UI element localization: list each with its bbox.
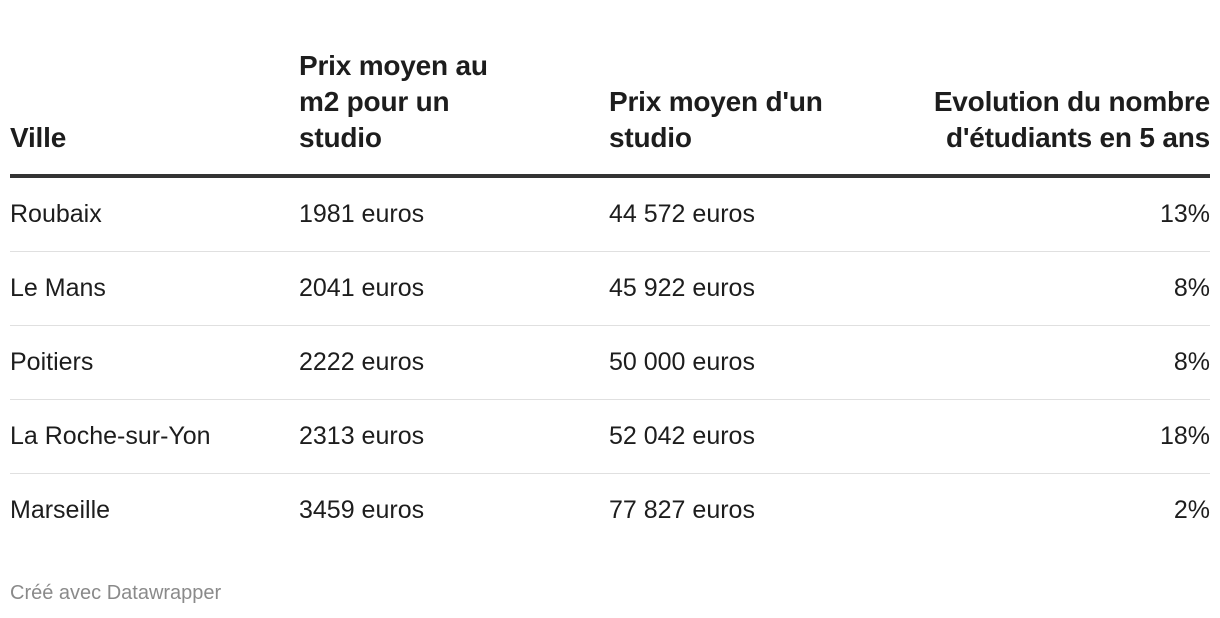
column-header-prix-studio: Prix moyen d'un studio <box>609 48 909 178</box>
table-row: Marseille 3459 euros 77 827 euros 2% <box>10 474 1210 548</box>
table-row: Roubaix 1981 euros 44 572 euros 13% <box>10 176 1210 252</box>
cell-prix-m2: 1981 euros <box>299 176 609 252</box>
column-header-prix-m2: Prix moyen au m2 pour un studio <box>299 48 609 178</box>
table-body: Roubaix 1981 euros 44 572 euros 13% Le M… <box>10 176 1210 547</box>
cell-ville: Poitiers <box>10 325 299 400</box>
data-table-container: Ville Prix moyen au m2 pour un studio Pr… <box>10 48 1210 547</box>
cell-prix-studio: 77 827 euros <box>609 496 755 524</box>
cell-prix-m2: 2313 euros <box>299 399 609 474</box>
cell-evolution: 8% <box>909 325 1210 400</box>
cell-ville: Le Mans <box>10 251 299 326</box>
table-row: Le Mans 2041 euros 45 922 euros 8% <box>10 251 1210 326</box>
cell-ville: La Roche-sur-Yon <box>10 399 299 474</box>
column-header-label: Evolution du nombre d'étudiants en 5 ans <box>933 86 1210 153</box>
cell-prix-studio: 50 000 euros <box>609 325 909 400</box>
column-header-ville: Ville <box>10 48 299 178</box>
header-row: Ville Prix moyen au m2 pour un studio Pr… <box>10 48 1210 178</box>
cell-prix-studio: 52 042 euros <box>609 399 909 474</box>
cell-prix-m2: 2041 euros <box>299 251 609 326</box>
cell-evolution: 8% <box>909 251 1210 326</box>
column-header-evolution: Evolution du nombre d'étudiants en 5 ans <box>909 48 1210 178</box>
footer-credit[interactable]: Créé avec Datawrapper <box>10 582 222 604</box>
table-row: Poitiers 2222 euros 50 000 euros 8% <box>10 325 1210 400</box>
cell-prix-studio: 45 922 euros <box>609 251 909 326</box>
cell-evolution: 2% <box>1173 496 1210 524</box>
cell-ville: Roubaix <box>10 176 299 252</box>
table-header: Ville Prix moyen au m2 pour un studio Pr… <box>10 48 1210 178</box>
column-header-label: Ville <box>10 122 67 153</box>
column-header-label: Prix moyen au m2 pour un studio <box>299 50 488 153</box>
cell-prix-m2: 2222 euros <box>299 325 609 400</box>
cell-evolution: 13% <box>909 176 1210 252</box>
column-header-label: Prix moyen d'un studio <box>609 86 823 153</box>
cell-evolution: 18% <box>909 399 1210 474</box>
data-table: Ville Prix moyen au m2 pour un studio Pr… <box>10 48 1210 547</box>
cell-prix-studio: 44 572 euros <box>609 176 909 252</box>
cell-prix-m2: 3459 euros <box>299 496 425 524</box>
cell-ville: Marseille <box>10 496 111 524</box>
table-row: La Roche-sur-Yon 2313 euros 52 042 euros… <box>10 399 1210 474</box>
